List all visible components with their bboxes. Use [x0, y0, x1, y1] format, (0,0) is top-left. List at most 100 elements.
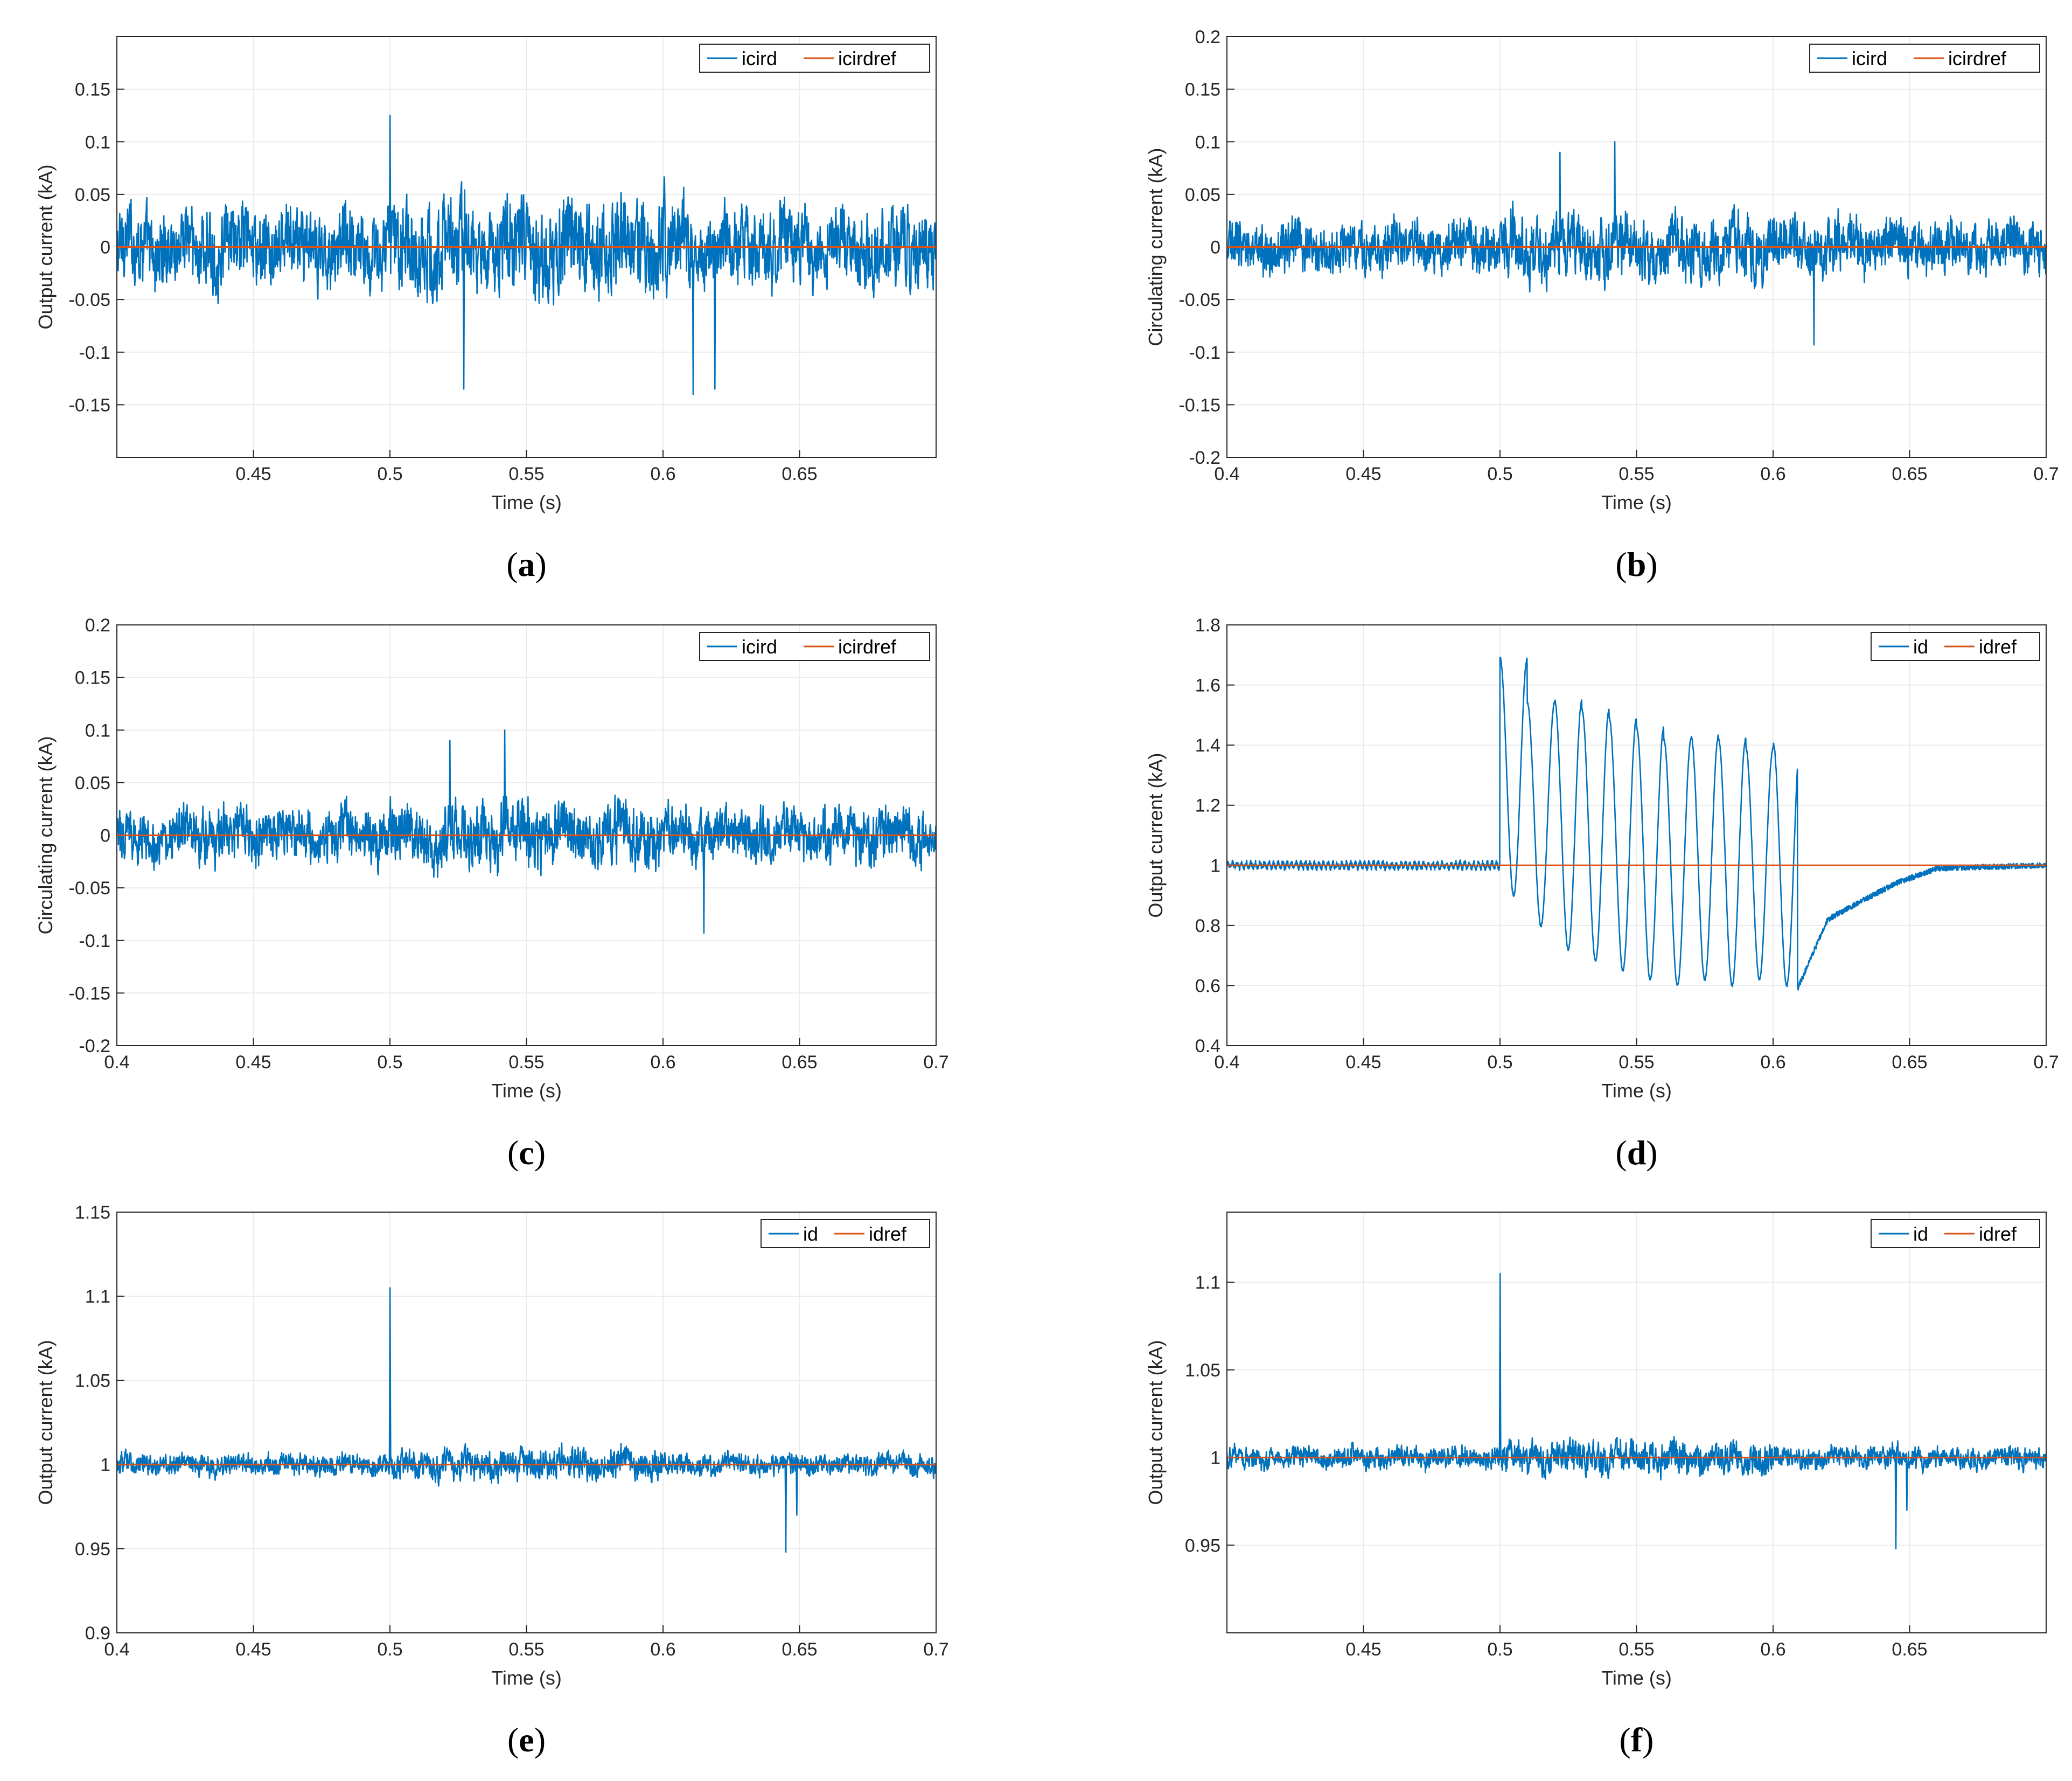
- axes-frame: [1226, 1212, 2047, 1633]
- x-tick-label: 0.45: [235, 1052, 271, 1073]
- y-tick-label: 1.6: [1195, 676, 1220, 696]
- y-tick-label: 1: [100, 1455, 110, 1476]
- legend-label-id: id: [803, 1223, 818, 1245]
- y-tick-label: -0.1: [79, 343, 110, 363]
- axes-frame: [1226, 624, 2047, 1046]
- x-tick-label: 0.6: [650, 1052, 675, 1073]
- legend-label-id: id: [1913, 1223, 1928, 1245]
- caption-close: ): [1646, 545, 1657, 583]
- y-tick-label: 0.95: [75, 1539, 110, 1560]
- y-tick-label: -0.1: [79, 931, 110, 951]
- axes-frame: [116, 1212, 937, 1633]
- x-tick-label: 0.5: [1487, 1639, 1512, 1660]
- chart-panel-a: 0.45 0.5 0.55 0.6 0.65 -0.15 -0.1 -0.05 0 0.05 0.1…: [34, 36, 937, 583]
- x-tick-label: 0.6: [650, 464, 675, 484]
- y-tick-label: 0.6: [1195, 976, 1220, 996]
- x-tick-label: 0.6: [1760, 1639, 1785, 1660]
- x-tick-label: 0.4: [1214, 464, 1239, 484]
- y-tick-label: 0.1: [85, 132, 110, 152]
- y-tick-label: -0.2: [1189, 448, 1220, 468]
- x-tick-label: 0.45: [235, 1639, 271, 1660]
- caption-close: ): [1642, 1721, 1654, 1759]
- legend-label-icird: icird: [742, 47, 777, 69]
- x-tick-label: 0.45: [1345, 1052, 1381, 1073]
- caption-letter: a: [518, 545, 535, 583]
- x-tick-label: 0.45: [1345, 464, 1381, 484]
- axes-frame: [116, 36, 937, 458]
- x-tick-label: 0.5: [377, 464, 402, 484]
- x-axis-label: Time (s): [1601, 1080, 1672, 1102]
- panel-caption: (b): [1615, 545, 1657, 583]
- x-tick-label: 0.65: [782, 1052, 817, 1073]
- caption-open: (: [507, 1133, 519, 1172]
- x-tick-label: 0.55: [1618, 1639, 1654, 1660]
- legend-label-idref: idref: [1979, 1223, 2017, 1245]
- x-tick-label: 0.55: [508, 464, 544, 484]
- x-tick-label: 0.55: [1618, 1052, 1654, 1073]
- series-icird: [117, 729, 936, 934]
- caption-close: ): [534, 1133, 546, 1172]
- legend-label-icirdref: icirdref: [1948, 47, 2007, 69]
- caption-letter: b: [1627, 545, 1647, 583]
- x-tick-label: 0.4: [104, 1639, 129, 1660]
- y-tick-label: 0.2: [85, 615, 110, 636]
- caption-close: ): [534, 1721, 546, 1759]
- panel-caption: (d): [1615, 1133, 1657, 1172]
- y-tick-label: 1.1: [1195, 1272, 1220, 1293]
- axes-frame: [116, 624, 937, 1046]
- x-tick-label: 0.55: [1618, 464, 1654, 484]
- panel-caption: (c): [507, 1133, 546, 1172]
- chart-panel-c: 0.4 0.45 0.5 0.55 0.6 0.65 0.7 -0.2 -0.15 -0.1 -0.…: [34, 615, 949, 1172]
- y-tick-label: 0: [1210, 238, 1220, 258]
- legend-label-id: id: [1913, 636, 1928, 658]
- caption-letter: d: [1627, 1133, 1647, 1172]
- chart-panel-e: 0.4 0.45 0.5 0.55 0.6 0.65 0.7 0.9 0.95 1 1.05 1.1 1…: [34, 1202, 949, 1759]
- y-axis-label: Circulating current (kA): [1145, 148, 1167, 346]
- x-tick-label: 0.5: [377, 1052, 402, 1073]
- caption-open: (: [1615, 1133, 1627, 1172]
- x-tick-label: 0.45: [1345, 1639, 1381, 1660]
- y-axis-label: Output current (kA): [34, 1340, 57, 1505]
- x-tick-label: 0.7: [2033, 1052, 2059, 1073]
- panel-caption: (f): [1620, 1721, 1654, 1759]
- x-tick-label: 0.65: [1892, 1639, 1927, 1660]
- y-tick-label: 0: [100, 238, 110, 258]
- y-tick-label: 0.05: [1185, 185, 1220, 205]
- y-axis-label: Output current (kA): [1145, 753, 1167, 917]
- caption-letter: f: [1631, 1721, 1643, 1759]
- caption-open: (: [1620, 1721, 1631, 1759]
- x-tick-label: 0.7: [923, 1639, 948, 1660]
- y-tick-label: 0.15: [1185, 80, 1220, 100]
- series-icird: [117, 115, 936, 395]
- series-icird: [1227, 141, 2046, 346]
- y-tick-label: -0.15: [69, 983, 111, 1004]
- y-tick-label: 1.05: [75, 1370, 110, 1391]
- x-tick-label: 0.65: [782, 1639, 817, 1660]
- panel-caption: (a): [506, 545, 547, 583]
- chart-panel-d: 0.4 0.45 0.5 0.55 0.6 0.65 0.7 0.4 0.6 0.8 1 1.2 1.4…: [1145, 615, 2059, 1172]
- x-tick-label: 0.7: [923, 1052, 948, 1073]
- x-tick-label: 0.55: [508, 1052, 544, 1073]
- x-axis-label: Time (s): [491, 1667, 562, 1689]
- x-tick-label: 0.5: [377, 1639, 402, 1660]
- y-axis-label: Circulating current (kA): [34, 736, 57, 934]
- legend-label-icirdref: icirdref: [838, 636, 897, 658]
- y-tick-label: 0.95: [1185, 1535, 1220, 1556]
- x-axis-label: Time (s): [1601, 491, 1672, 513]
- y-tick-label: 1.8: [1195, 615, 1220, 636]
- y-tick-label: -0.1: [1189, 343, 1220, 363]
- x-tick-label: 0.55: [508, 1639, 544, 1660]
- x-tick-label: 0.65: [1892, 464, 1927, 484]
- y-tick-label: -0.15: [69, 395, 111, 415]
- y-tick-label: -0.05: [1179, 290, 1221, 310]
- y-tick-label: 1: [1210, 1448, 1220, 1469]
- y-tick-label: 0.8: [1195, 916, 1220, 936]
- caption-letter: e: [519, 1721, 534, 1759]
- legend-label-idref: idref: [1979, 636, 2017, 658]
- x-tick-label: 0.4: [1214, 1052, 1239, 1073]
- legend: [699, 44, 930, 73]
- caption-open: (: [506, 545, 518, 583]
- y-tick-label: -0.15: [1179, 395, 1221, 415]
- legend-label-idref: idref: [869, 1223, 907, 1245]
